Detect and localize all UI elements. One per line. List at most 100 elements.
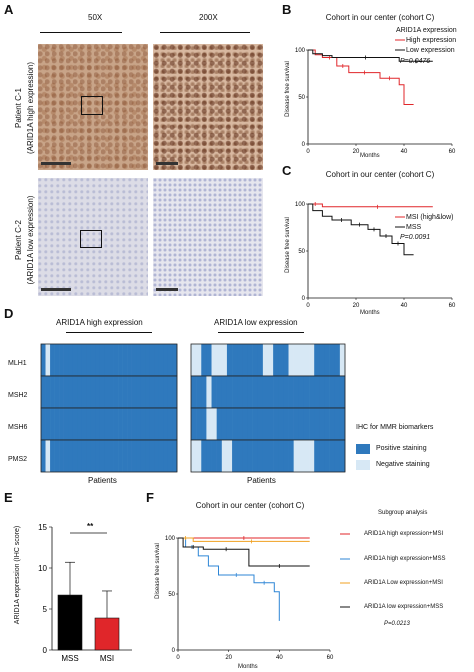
x-tick-label: 20 [353,303,360,309]
heatmap-low-cell [226,376,233,408]
heatmap-high-cell [68,440,74,472]
heatmap-low-cell [303,376,310,408]
heatmap-high-cell [77,376,83,408]
panel-f-label: F [146,490,154,505]
histology-low-200x [153,178,263,296]
heatmap-low-cell [334,408,341,440]
heatmap-low-cell [242,408,248,440]
heatmap-high-cell [149,376,155,408]
heatmap-low-cell [211,344,217,376]
heatmap-low-cell [283,408,289,440]
x-tick-label: 20 [353,149,360,155]
survival-curve-1 [308,49,414,105]
heatmap-low-cell [216,376,223,408]
heatmap-low-cell [283,376,289,408]
chart-f-legend-3: ARID1A Low expression+MSI [364,580,443,586]
chart-b-xlabel: Months [360,153,380,159]
heatmap-low-cell [268,408,274,440]
heatmap-high-cell [122,376,128,408]
group-low-rule [218,332,304,333]
heatmap-high-cell [109,440,114,472]
x-tick-label: 20 [225,655,232,661]
heatmap-high-cell [54,344,60,376]
heatmap-low-cell [221,376,228,408]
heatmap-low-cell [216,440,223,472]
heatmap-high-cell [154,408,160,440]
heatmap-high-cell [145,376,151,408]
heatmap-high-cell [127,376,132,408]
heatmap-high-cell [50,408,55,440]
chart-f-xlabel: Months [238,664,258,670]
heatmap-high-cell [136,344,142,376]
heatmap-low-cell [211,376,217,408]
heatmap-high-cell [154,440,160,472]
heatmap-high-cell [59,344,64,376]
zoom-region-box [80,230,102,248]
heatmap-high-cell [149,408,155,440]
heatmap-low-cell [273,408,279,440]
heatmap-low-cell [339,408,346,440]
heatmap-high-cell [163,440,169,472]
histology-high-50x [38,44,148,170]
heatmap-low-cell [303,408,310,440]
heatmap-high-cell [136,408,142,440]
heatmap-low-cell [309,440,315,472]
heatmap-high-cell [113,408,119,440]
heatmap-low-row-border [190,439,346,473]
heatmap-high-cell [167,344,173,376]
y-tick-label: 0 [43,646,48,655]
heatmap-low-cell [221,408,228,440]
chart-c-legend-msi: MSI (high&low) [406,214,454,221]
heatmap-high-cell [90,376,96,408]
heatmap-high-cell [149,344,155,376]
heatmap-high-cell [118,408,123,440]
heatmap-low-cell [293,344,300,376]
heatmap-low-cell [226,408,233,440]
heatmap-high-cell [158,440,164,472]
col-50x-rule [40,32,122,33]
heatmap-high-cell [54,376,60,408]
heatmap-high-cell [172,376,178,408]
heatmap-low-cell [196,440,202,472]
heatmap-low-cell [298,440,305,472]
heatmap-high-cell [41,344,46,376]
heatmap-low-cell [278,344,284,376]
col-200x-label: 200X [199,13,218,22]
heatmap-high-cell [95,344,101,376]
heatmap-low-cell [329,408,336,440]
y-tick-label: 100 [295,202,306,208]
heatmap-high-cell [131,408,137,440]
heatmap-low-cell [339,344,346,376]
heatmap-high-cell [109,344,114,376]
x-tick-label: 40 [401,303,408,309]
heatmap-high-cell [163,344,169,376]
heatmap-high-row-border [40,439,178,473]
legend-negative-swatch [356,460,370,470]
chart-c-title: Cohort in our center (cohort C) [325,170,435,179]
chart-b-title: Cohort in our center (cohort C) [325,13,435,22]
heatmap-high-cell [140,408,146,440]
heatmap-high-cell [50,376,55,408]
y-tick-label: 5 [43,605,48,614]
heatmap-high-cell [122,440,128,472]
panel-b-label: B [282,2,292,17]
heatmap-high-cell [68,408,74,440]
heatmap-high-cell [86,440,92,472]
heatmap-high-cell [163,376,169,408]
heatmap-high-cell [45,408,51,440]
heatmap-high-cell [118,376,123,408]
heatmap-low-cell [206,376,212,408]
heatmap-low-cell [216,344,223,376]
heatmap-low-cell [262,408,269,440]
heatmap-low-cell [191,376,197,408]
zoom-region-box [81,96,103,115]
heatmap-low-cell [324,408,330,440]
heatmap-high-cell [104,408,110,440]
category-label: MSS [61,654,78,663]
heatmap-high-cell [136,440,142,472]
heatmap-high-cell [104,344,110,376]
heatmap-high-xlabel: Patients [88,476,117,485]
scale-bar [156,162,178,165]
col-50x-label: 50X [88,13,103,22]
